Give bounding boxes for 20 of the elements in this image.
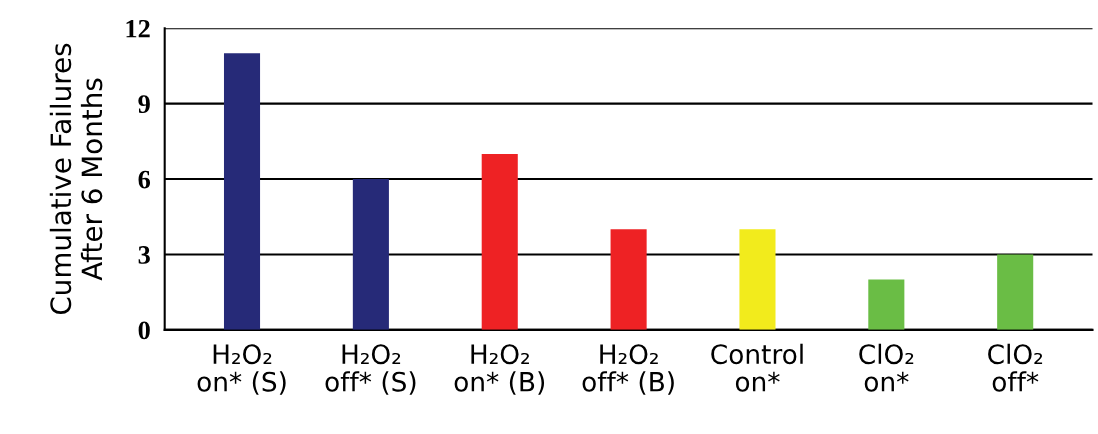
y-axis-title: Cumulative Failures After 6 Months — [49, 43, 103, 315]
x-tick-label: ClO₂ off* — [988, 343, 1043, 392]
bar — [610, 229, 647, 330]
x-tick-label: H₂O₂ on* (B) — [454, 344, 545, 395]
y-tick-label: 0 — [138, 321, 150, 340]
y-tick-label: 9 — [138, 95, 150, 114]
bar — [481, 153, 518, 330]
bar — [997, 254, 1034, 330]
y-tick-label: 3 — [138, 246, 150, 264]
bar — [352, 179, 389, 330]
bar — [868, 279, 905, 330]
y-tick-label: 12 — [126, 19, 150, 38]
x-tick-label: ClO₂ on* — [859, 343, 914, 392]
bar — [223, 53, 261, 330]
x-tick-label: H₂O₂ off* (B) — [582, 344, 674, 395]
x-tick-label: Control on* — [711, 343, 803, 392]
bar — [739, 229, 776, 330]
x-tick-label: H₂O₂ off* (S) — [325, 344, 416, 395]
x-tick-label: H₂O₂ on* (S) — [197, 344, 286, 395]
y-tick-label: 6 — [138, 170, 151, 189]
